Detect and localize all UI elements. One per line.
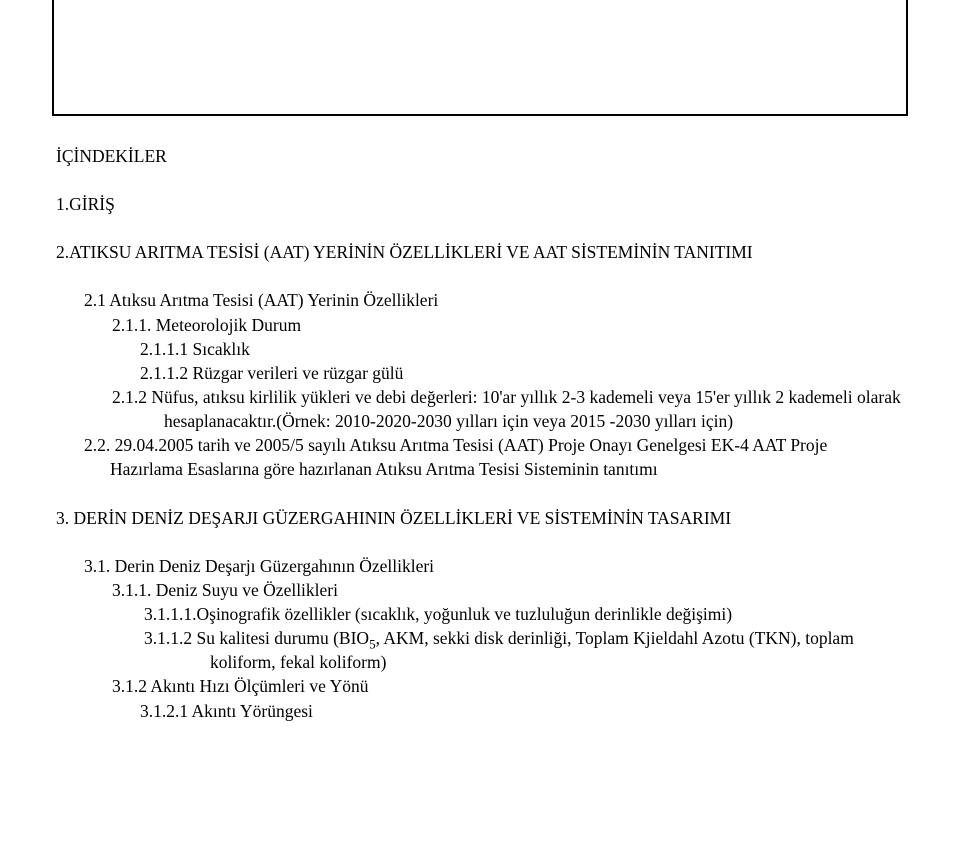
section-3-title: 3. DERİN DENİZ DEŞARJI GÜZERGAHININ ÖZEL… bbox=[56, 506, 904, 530]
section-2-1-2: 2.1.2 Nüfus, atıksu kirlilik yükleri ve … bbox=[112, 385, 904, 433]
section-1: 1.GİRİŞ bbox=[56, 192, 904, 216]
section-3-1-2: 3.1.2 Akıntı Hızı Ölçümleri ve Yönü bbox=[112, 674, 904, 698]
section-3-1: 3.1. Derin Deniz Deşarjı Güzergahının Öz… bbox=[84, 554, 904, 578]
section-3-1-1-1: 3.1.1.1.Oşinografik özellikler (sıcaklık… bbox=[144, 602, 904, 626]
section-2-block: 2.ATIKSU ARITMA TESİSİ (AAT) YERİNİN ÖZE… bbox=[56, 240, 904, 481]
section-3-1-2-1: 3.1.2.1 Akıntı Yörüngesi bbox=[140, 699, 904, 723]
section-2-1: 2.1 Atıksu Arıtma Tesisi (AAT) Yerinin Ö… bbox=[84, 288, 904, 312]
section-3-block: 3. DERİN DENİZ DEŞARJI GÜZERGAHININ ÖZEL… bbox=[56, 506, 904, 723]
section-2-1-1-1: 2.1.1.1 Sıcaklık bbox=[140, 337, 904, 361]
toc-title: İÇİNDEKİLER bbox=[56, 144, 904, 168]
section-2-1-1: 2.1.1. Meteorolojik Durum bbox=[112, 313, 904, 337]
section-3-1-1: 3.1.1. Deniz Suyu ve Özellikleri bbox=[112, 578, 904, 602]
s3112-part-a: 3.1.1.2 Su kalitesi durumu (BIO bbox=[144, 628, 369, 648]
section-3-1-1-2: 3.1.1.2 Su kalitesi durumu (BIO5, AKM, s… bbox=[144, 626, 904, 674]
section-2-title: 2.ATIKSU ARITMA TESİSİ (AAT) YERİNİN ÖZE… bbox=[56, 240, 904, 264]
document-body: İÇİNDEKİLER 1.GİRİŞ 2.ATIKSU ARITMA TESİ… bbox=[0, 116, 960, 723]
top-empty-box bbox=[52, 0, 908, 116]
section-2-2: 2.2. 29.04.2005 tarih ve 2005/5 sayılı A… bbox=[84, 433, 904, 481]
section-2-1-1-2: 2.1.1.2 Rüzgar verileri ve rüzgar gülü bbox=[140, 361, 904, 385]
